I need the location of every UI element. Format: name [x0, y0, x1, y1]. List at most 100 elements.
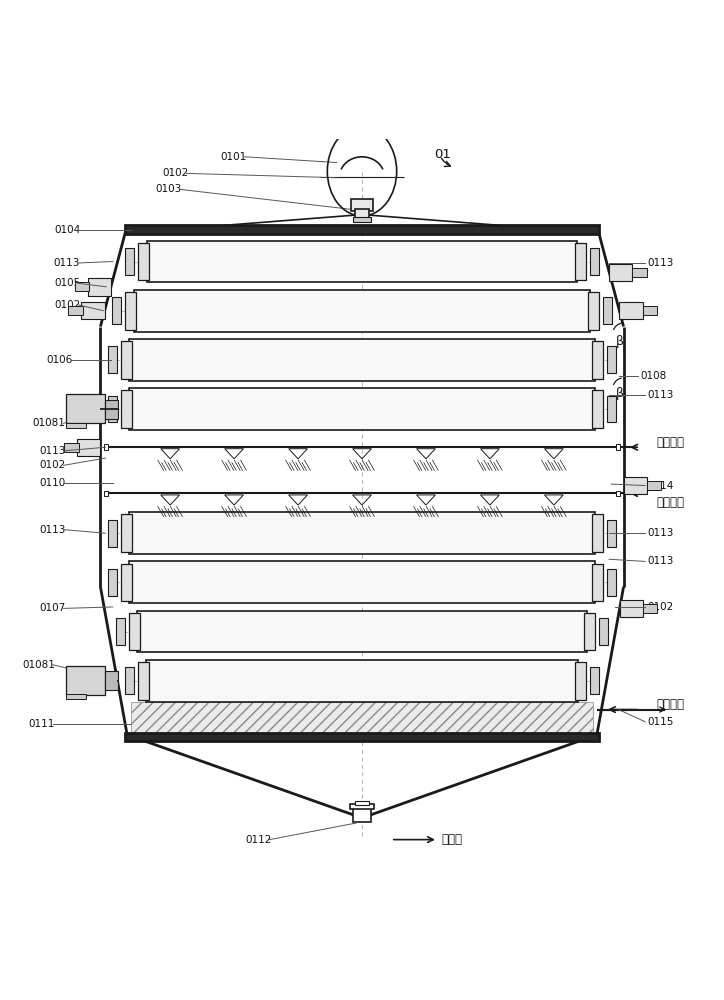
Text: 0114: 0114: [647, 481, 674, 491]
Bar: [121, 341, 132, 379]
Bar: [82, 302, 104, 319]
Text: 0108: 0108: [640, 371, 667, 381]
Bar: [592, 514, 603, 552]
Text: 0101: 0101: [220, 152, 246, 162]
Bar: [125, 667, 134, 694]
Bar: [575, 662, 586, 700]
Bar: [108, 396, 117, 422]
Bar: [108, 346, 117, 373]
Bar: [575, 243, 586, 280]
Bar: [121, 514, 132, 552]
Bar: [130, 561, 594, 603]
Text: 0115: 0115: [647, 717, 674, 727]
Bar: [584, 613, 595, 650]
Text: 0104: 0104: [54, 225, 80, 235]
Bar: [607, 569, 616, 596]
Text: 循环料液: 循环料液: [656, 496, 684, 509]
Text: 0113: 0113: [647, 528, 674, 538]
Bar: [355, 209, 369, 219]
Bar: [615, 491, 620, 496]
Bar: [125, 248, 134, 275]
Text: 01: 01: [434, 148, 451, 161]
Bar: [588, 292, 599, 330]
Bar: [116, 618, 125, 645]
Text: 01081: 01081: [33, 418, 66, 428]
Bar: [138, 662, 149, 700]
Bar: [66, 694, 85, 699]
Text: 0113: 0113: [54, 258, 80, 268]
Bar: [353, 807, 371, 822]
Bar: [130, 512, 594, 554]
Text: 浓缩液: 浓缩液: [442, 833, 463, 846]
Text: 0113: 0113: [647, 556, 674, 566]
Bar: [130, 388, 594, 430]
Bar: [125, 733, 599, 741]
Bar: [350, 804, 374, 809]
Bar: [121, 564, 132, 601]
Text: 0102: 0102: [54, 300, 80, 310]
Bar: [108, 569, 117, 596]
Bar: [146, 241, 578, 282]
Bar: [610, 264, 632, 281]
Text: 0106: 0106: [47, 355, 73, 365]
Bar: [620, 302, 642, 319]
Bar: [111, 297, 121, 324]
Bar: [104, 491, 109, 496]
Text: 循环料液: 循环料液: [656, 698, 684, 711]
Text: 0111: 0111: [28, 719, 55, 729]
Bar: [592, 564, 603, 601]
Bar: [590, 667, 599, 694]
Bar: [88, 278, 111, 296]
Bar: [66, 423, 85, 428]
Bar: [355, 801, 369, 805]
Bar: [642, 306, 657, 315]
Bar: [643, 604, 657, 613]
Text: β: β: [616, 335, 624, 348]
Text: 01081: 01081: [22, 660, 55, 670]
Bar: [125, 225, 599, 234]
Bar: [77, 439, 101, 456]
Text: 0113: 0113: [647, 390, 674, 400]
Bar: [146, 660, 578, 702]
Text: 0113: 0113: [647, 258, 674, 268]
Bar: [133, 290, 591, 332]
Bar: [599, 618, 608, 645]
Bar: [75, 282, 89, 291]
Bar: [647, 481, 661, 490]
Bar: [121, 390, 132, 428]
Bar: [607, 396, 616, 422]
Bar: [607, 520, 616, 547]
Text: 0113: 0113: [39, 525, 66, 535]
Text: 0110: 0110: [40, 478, 66, 488]
Bar: [632, 268, 647, 277]
Text: 0102: 0102: [162, 168, 188, 178]
Bar: [353, 217, 371, 222]
Text: 0112: 0112: [245, 835, 272, 845]
Bar: [106, 400, 119, 419]
Text: 0113: 0113: [39, 446, 66, 456]
Text: 循环料液: 循环料液: [656, 436, 684, 449]
Bar: [592, 390, 603, 428]
Text: β: β: [616, 387, 624, 400]
Bar: [69, 306, 83, 315]
Bar: [623, 477, 647, 494]
Bar: [129, 613, 140, 650]
Bar: [351, 199, 373, 211]
Bar: [620, 600, 643, 617]
Bar: [615, 444, 620, 450]
Bar: [590, 248, 599, 275]
Bar: [130, 339, 594, 381]
Bar: [607, 346, 616, 373]
Text: 0102: 0102: [647, 602, 673, 612]
Bar: [138, 611, 586, 652]
Text: 0102: 0102: [40, 460, 66, 470]
Bar: [66, 666, 106, 695]
Bar: [104, 444, 109, 450]
Bar: [106, 671, 119, 690]
Text: 0103: 0103: [155, 184, 181, 194]
Bar: [592, 341, 603, 379]
Bar: [108, 520, 117, 547]
Text: 0105: 0105: [54, 278, 80, 288]
Bar: [131, 702, 593, 734]
Bar: [603, 297, 613, 324]
